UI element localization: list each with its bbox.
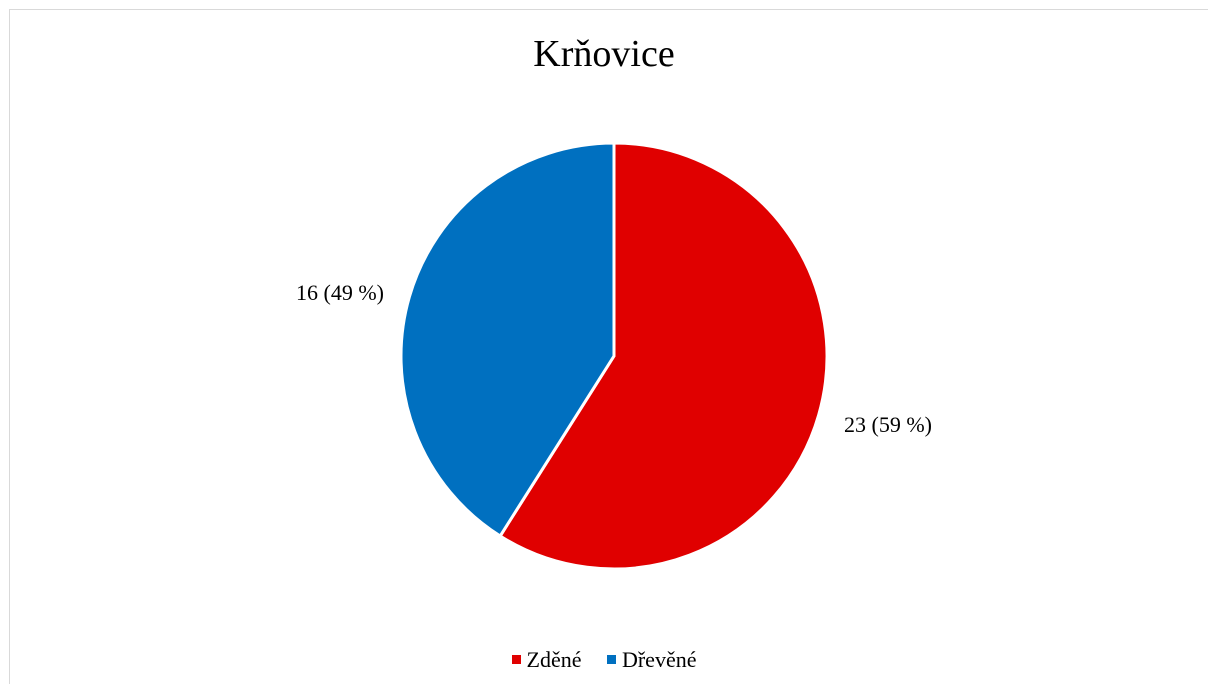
pie-slice-1 — [399, 141, 616, 539]
legend-label-zdene: Zděné — [526, 646, 582, 672]
legend-item-drevene: Dřevěné — [606, 646, 697, 673]
data-label-0: 23 (59 %) — [844, 412, 932, 437]
legend-label-drevene: Dřevěné — [621, 646, 697, 672]
legend-swatch-zdene — [511, 655, 521, 664]
chart-title: Krňovice — [533, 33, 675, 75]
legend-item-zdene: Zděné — [511, 646, 582, 673]
pie-slice-0 — [498, 141, 829, 571]
legend: Zděné Dřevěné — [0, 644, 1208, 673]
legend-swatch-drevene — [606, 655, 616, 664]
data-label-1: 16 (49 %) — [296, 280, 384, 305]
